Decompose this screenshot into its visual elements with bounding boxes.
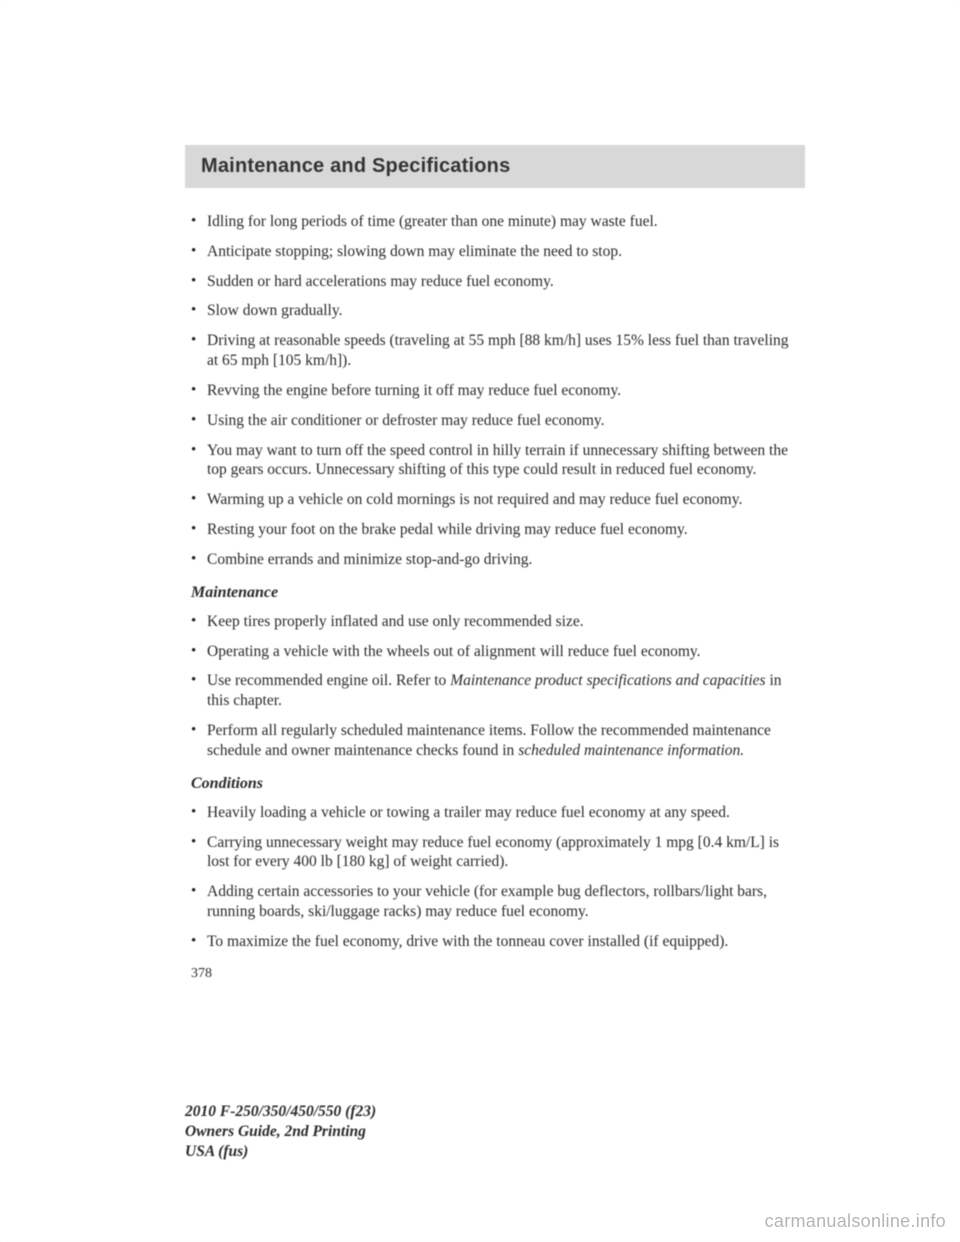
list-item: Anticipate stopping; slowing down may el… — [189, 242, 801, 262]
list-item: To maximize the fuel economy, drive with… — [189, 932, 801, 952]
list-item: Keep tires properly inflated and use onl… — [189, 612, 801, 632]
list-item: Resting your foot on the brake pedal whi… — [189, 520, 801, 540]
list-item: Idling for long periods of time (greater… — [189, 212, 801, 232]
footer-line: 2010 F-250/350/450/550 (f23) — [185, 1102, 376, 1122]
bullet-list-conditions: Heavily loading a vehicle or towing a tr… — [189, 803, 801, 952]
manual-page: Maintenance and Specifications Idling fo… — [0, 0, 960, 1242]
page-number: 378 — [191, 966, 801, 982]
subheading-conditions: Conditions — [191, 775, 801, 793]
watermark-text: carmanualsonline.info — [765, 1211, 946, 1232]
page-content: Idling for long periods of time (greater… — [185, 212, 805, 982]
footer-block: 2010 F-250/350/450/550 (f23) Owners Guid… — [185, 1102, 376, 1162]
list-item: Warming up a vehicle on cold mornings is… — [189, 490, 801, 510]
list-item: Heavily loading a vehicle or towing a tr… — [189, 803, 801, 823]
section-header: Maintenance and Specifications — [185, 145, 805, 188]
list-item: Using the air conditioner or defroster m… — [189, 411, 801, 431]
list-item: Combine errands and minimize stop-and-go… — [189, 550, 801, 570]
list-item: Sudden or hard accelerations may reduce … — [189, 272, 801, 292]
footer-line: Owners Guide, 2nd Printing — [185, 1122, 376, 1142]
list-item: Slow down gradually. — [189, 301, 801, 321]
list-item: Operating a vehicle with the wheels out … — [189, 642, 801, 662]
bullet-list-maintenance: Keep tires properly inflated and use onl… — [189, 612, 801, 761]
list-item: Driving at reasonable speeds (traveling … — [189, 331, 801, 371]
list-item: Adding certain accessories to your vehic… — [189, 882, 801, 922]
section-title: Maintenance and Specifications — [201, 155, 510, 177]
bullet-list-top: Idling for long periods of time (greater… — [189, 212, 801, 570]
list-item: Use recommended engine oil. Refer to Mai… — [189, 671, 801, 711]
italic-reference: scheduled maintenance information. — [518, 742, 744, 759]
list-item: Carrying unnecessary weight may reduce f… — [189, 833, 801, 873]
list-item: Perform all regularly scheduled maintena… — [189, 721, 801, 761]
footer-line: USA (fus) — [185, 1142, 376, 1162]
list-item: You may want to turn off the speed contr… — [189, 441, 801, 481]
italic-reference: Maintenance product specifications and c… — [450, 672, 765, 689]
subheading-maintenance: Maintenance — [191, 584, 801, 602]
list-item: Revving the engine before turning it off… — [189, 381, 801, 401]
text-fragment: Use recommended engine oil. Refer to — [207, 672, 450, 689]
